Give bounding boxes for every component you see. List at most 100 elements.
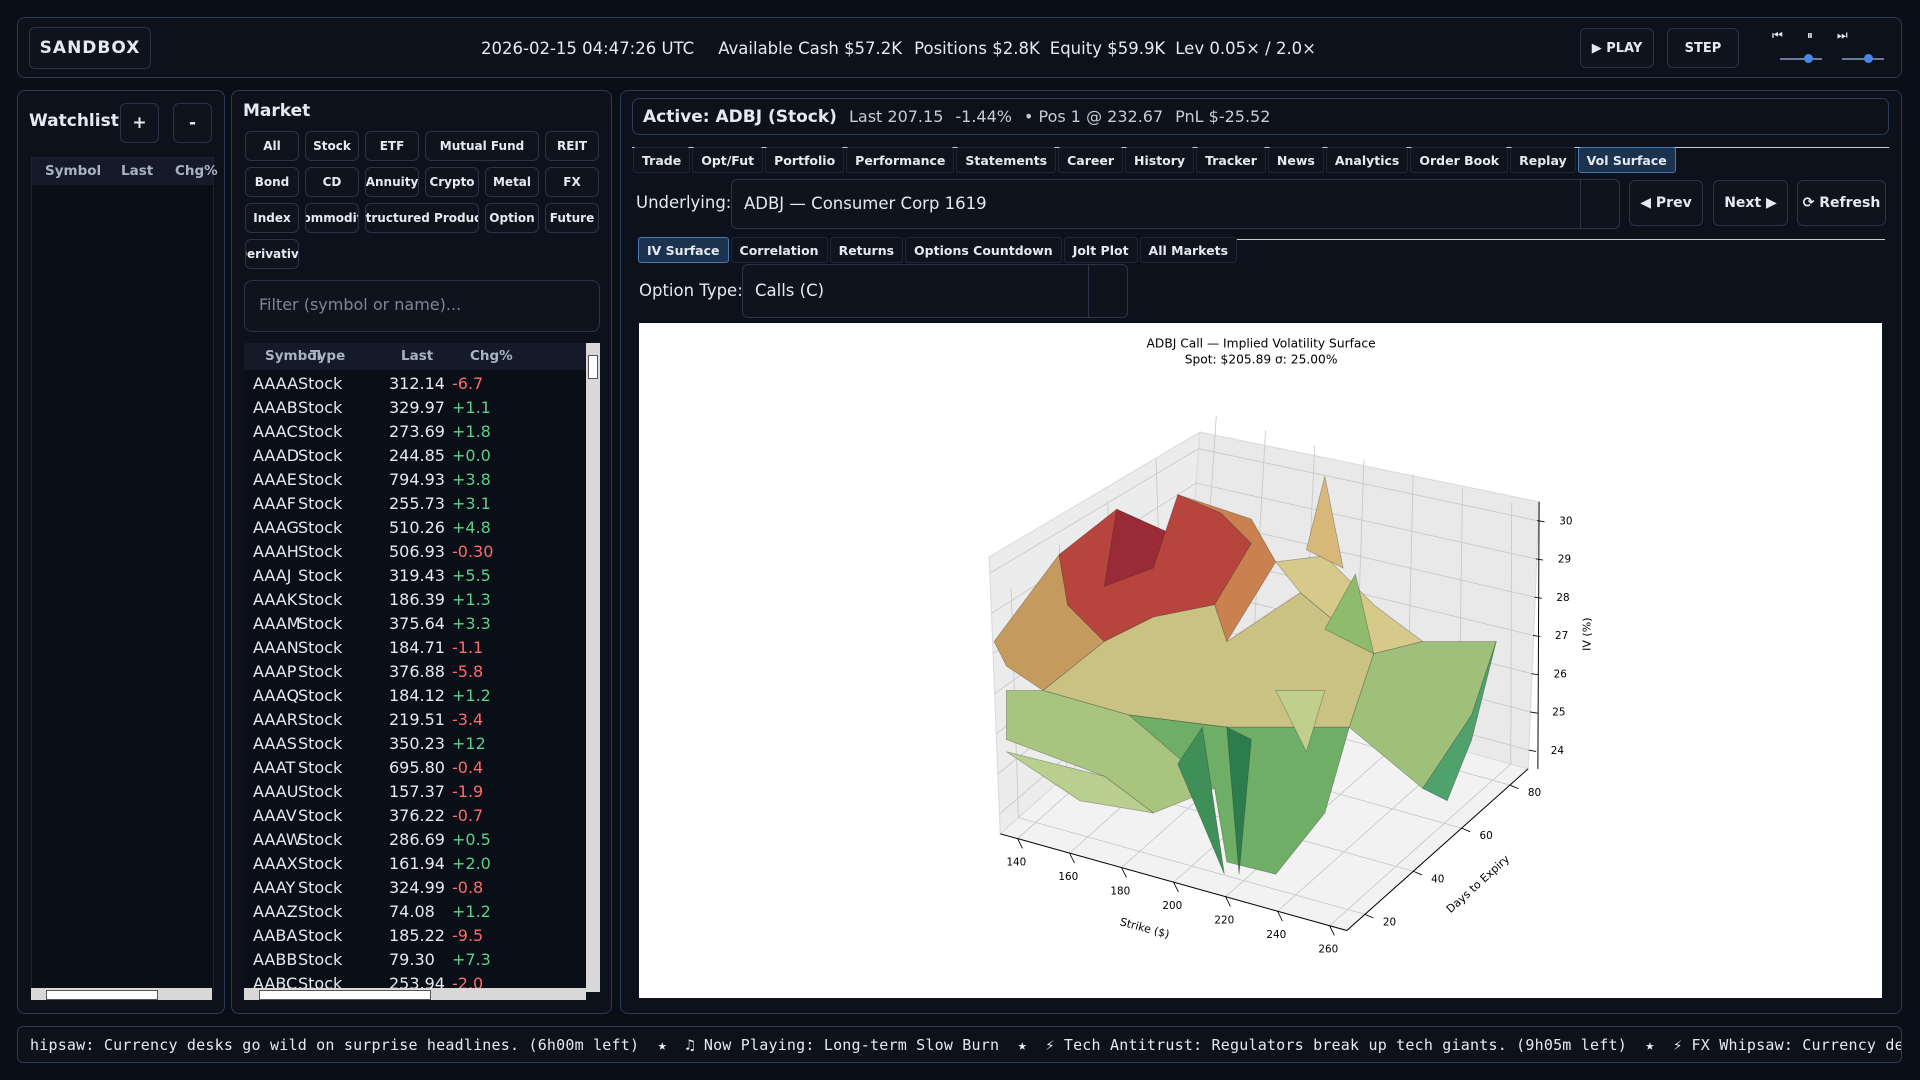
scroll-thumb[interactable] xyxy=(46,990,158,1000)
market-row[interactable]: AAAB Stock 329.97 +1.1 xyxy=(244,395,586,419)
option-type-select[interactable]: Calls (C) xyxy=(742,264,1128,318)
last: 255.73 xyxy=(389,493,445,513)
tab[interactable]: Order Book xyxy=(1410,147,1509,173)
tab[interactable]: History xyxy=(1125,147,1195,173)
slider[interactable] xyxy=(1780,58,1822,60)
filter-button[interactable]: CD xyxy=(305,167,359,197)
step-button[interactable]: STEP xyxy=(1667,28,1739,68)
refresh-button[interactable]: ⟳ Refresh xyxy=(1797,180,1886,226)
last: 286.69 xyxy=(389,829,445,849)
x-tick-label: 240 xyxy=(1266,929,1286,941)
filter-button[interactable]: Stock xyxy=(305,131,359,161)
market-row[interactable]: AAAU Stock 157.37 -1.9 xyxy=(244,779,586,803)
market-row[interactable]: AAAX Stock 161.94 +2.0 xyxy=(244,851,586,875)
prev-button[interactable]: ◀ Prev xyxy=(1629,180,1703,226)
market-row[interactable]: AAAT Stock 695.80 -0.4 xyxy=(244,755,586,779)
market-row[interactable]: AAAF Stock 255.73 +3.1 xyxy=(244,491,586,515)
tab[interactable]: Vol Surface xyxy=(1577,147,1676,173)
filter-button[interactable]: Mutual Fund xyxy=(425,131,539,161)
play-button[interactable]: ▶ PLAY xyxy=(1580,28,1654,68)
market-row[interactable]: AAAQ Stock 184.12 +1.2 xyxy=(244,683,586,707)
filter-button[interactable]: REIT xyxy=(545,131,599,161)
market-row[interactable]: AAAZ Stock 74.08 +1.2 xyxy=(244,899,586,923)
filter-button[interactable]: Index xyxy=(245,203,299,233)
tab[interactable]: Statements xyxy=(956,147,1057,173)
tab[interactable]: Analytics xyxy=(1325,147,1409,173)
filter-button[interactable]: All xyxy=(245,131,299,161)
market-row[interactable]: AAAR Stock 219.51 -3.4 xyxy=(244,707,586,731)
last: 244.85 xyxy=(389,445,445,465)
market-row[interactable]: AAAV Stock 376.22 -0.7 xyxy=(244,803,586,827)
market-row[interactable]: AABB Stock 79.30 +7.3 xyxy=(244,947,586,971)
iv-surface-chart: ADBJ Call — Implied Volatility Surface S… xyxy=(988,337,1594,956)
market-row[interactable]: AAAM Stock 375.64 +3.3 xyxy=(244,611,586,635)
tab[interactable]: Career xyxy=(1058,147,1124,173)
tab[interactable]: Trade xyxy=(633,147,691,173)
media-button[interactable]: ⏭ xyxy=(1836,28,1848,42)
filter-button[interactable]: Option xyxy=(485,203,539,233)
underlying-select[interactable]: ADBJ — Consumer Corp 1619 xyxy=(731,179,1620,229)
filter-input[interactable]: Filter (symbol or name)... xyxy=(244,280,600,332)
filter-button[interactable]: Annuity xyxy=(365,167,419,197)
market-row[interactable]: AABA Stock 185.22 -9.5 xyxy=(244,923,586,947)
tab[interactable]: News xyxy=(1267,147,1324,173)
last: 74.08 xyxy=(389,901,435,921)
tab[interactable]: Tracker xyxy=(1196,147,1266,173)
scrollbar[interactable] xyxy=(586,343,600,992)
market-row[interactable]: AAAC Stock 273.69 +1.8 xyxy=(244,419,586,443)
filter-button[interactable]: FX xyxy=(545,167,599,197)
market-row[interactable]: AAAK Stock 186.39 +1.3 xyxy=(244,587,586,611)
x-tick-label: 160 xyxy=(1058,871,1078,883)
filter-button[interactable]: Commodity xyxy=(305,203,359,233)
scroll-thumb[interactable] xyxy=(259,990,431,1000)
tab[interactable]: Options Countdown xyxy=(905,237,1062,263)
tick-mark xyxy=(1535,558,1544,561)
slider-knob[interactable] xyxy=(1864,54,1873,63)
add-button[interactable]: + xyxy=(120,103,159,143)
filter-button[interactable]: Structured Product xyxy=(365,203,479,233)
tab[interactable]: Returns xyxy=(829,237,904,263)
market-row[interactable]: AAAH Stock 506.93 -0.30 xyxy=(244,539,586,563)
market-row[interactable]: AAAD Stock 244.85 +0.0 xyxy=(244,443,586,467)
scroll-thumb[interactable] xyxy=(588,355,598,379)
symbol: AAAX xyxy=(253,853,298,873)
filter-button[interactable]: Crypto xyxy=(425,167,479,197)
tab[interactable]: All Markets xyxy=(1139,237,1238,263)
slider[interactable] xyxy=(1842,58,1884,60)
change: -0.7 xyxy=(452,805,484,825)
tab[interactable]: Performance xyxy=(846,147,955,173)
market-row[interactable]: AAAJ Stock 319.43 +5.5 xyxy=(244,563,586,587)
tab[interactable]: Replay xyxy=(1510,147,1576,173)
tab[interactable]: IV Surface xyxy=(638,237,729,263)
surface-patch xyxy=(1422,641,1497,802)
scrollbar[interactable] xyxy=(31,988,212,1000)
market-row[interactable]: AAAA Stock 312.14 -6.7 xyxy=(244,371,586,395)
tab[interactable]: Correlation xyxy=(730,237,828,263)
scrollbar[interactable] xyxy=(244,988,586,1000)
filter-button[interactable]: ETF xyxy=(365,131,419,161)
market-row[interactable]: AABC Stock 253.94 -2.0 xyxy=(244,971,586,993)
tab[interactable]: Portfolio xyxy=(765,147,845,173)
remove-button[interactable]: - xyxy=(173,103,212,143)
filter-button[interactable]: Bond xyxy=(245,167,299,197)
subtabs: IV Surface Correlation Returns Options Coun… xyxy=(638,237,1238,263)
mode-button[interactable]: SANDBOX xyxy=(29,27,151,69)
market-row[interactable]: AAAY Stock 324.99 -0.8 xyxy=(244,875,586,899)
tab[interactable]: Jolt Plot xyxy=(1063,237,1138,263)
market-row[interactable]: AAAW Stock 286.69 +0.5 xyxy=(244,827,586,851)
filter-button[interactable]: Metal xyxy=(485,167,539,197)
market-row[interactable]: AAAP Stock 376.88 -5.8 xyxy=(244,659,586,683)
media-button[interactable]: ⏸ xyxy=(1806,28,1813,42)
market-row[interactable]: AAAG Stock 510.26 +4.8 xyxy=(244,515,586,539)
next-button[interactable]: Next ▶ xyxy=(1713,180,1788,226)
filter-button[interactable]: Derivative xyxy=(245,239,299,269)
media-button[interactable]: ⏮ xyxy=(1772,28,1783,42)
slider-knob[interactable] xyxy=(1804,54,1813,63)
market-row[interactable]: AAAS Stock 350.23 +12 xyxy=(244,731,586,755)
tab[interactable]: Opt/Fut xyxy=(692,147,764,173)
last: 186.39 xyxy=(389,589,445,609)
market-row[interactable]: AAAN Stock 184.71 -1.1 xyxy=(244,635,586,659)
filter-button[interactable]: Future xyxy=(545,203,599,233)
market-row[interactable]: AAAE Stock 794.93 +3.8 xyxy=(244,467,586,491)
change: +5.5 xyxy=(452,565,491,585)
